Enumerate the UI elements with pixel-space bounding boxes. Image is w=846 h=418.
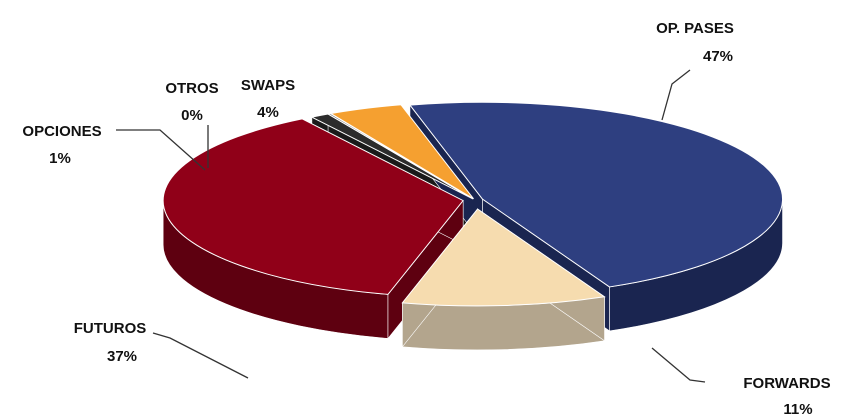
label-futuros-value: 37% xyxy=(107,348,137,365)
leader-line-futuros xyxy=(152,332,249,379)
slice-op-pases xyxy=(409,101,784,288)
data-labels: OP. PASES 47% FORWARDS 11% FUTUROS 37% O… xyxy=(22,20,830,418)
label-op-pases-name: OP. PASES xyxy=(656,20,734,37)
label-swaps-value: 4% xyxy=(257,104,279,121)
label-otros-name: OTROS xyxy=(165,80,218,97)
label-opciones-name: OPCIONES xyxy=(22,123,101,140)
slice-forwards xyxy=(401,208,606,307)
leader-lines xyxy=(116,69,706,383)
leader-line-opciones xyxy=(116,129,206,171)
label-op-pases-value: 47% xyxy=(703,48,733,65)
label-futuros-name: FUTUROS xyxy=(74,320,147,337)
leader-line-forwards xyxy=(651,347,706,383)
label-opciones-value: 1% xyxy=(49,150,71,167)
label-swaps-name: SWAPS xyxy=(241,77,295,94)
slice-tops xyxy=(162,101,784,307)
label-forwards-value: 11% xyxy=(783,401,812,418)
label-otros-value: 0% xyxy=(181,107,203,124)
slice-futuros xyxy=(162,118,464,295)
label-forwards-name: FORWARDS xyxy=(743,375,830,392)
leader-line-op-pases xyxy=(661,69,691,121)
slice-swaps xyxy=(329,104,474,200)
